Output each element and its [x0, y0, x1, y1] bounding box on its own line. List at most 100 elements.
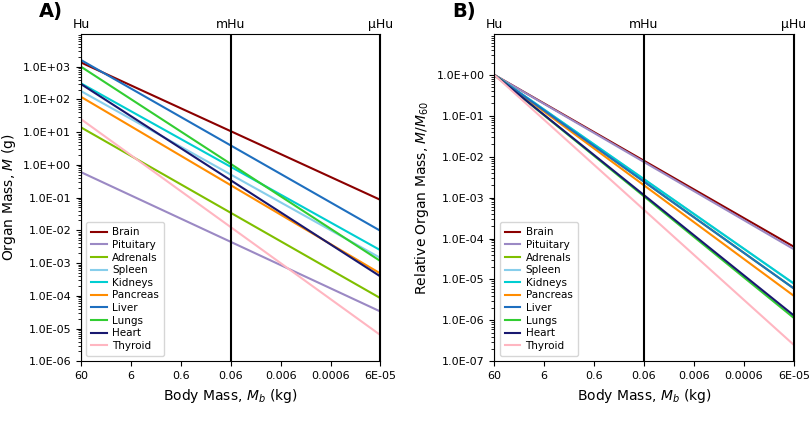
Legend: Brain, Pituitary, Adrenals, Spleen, Kidneys, Pancreas, Liver, Lungs, Heart, Thyr: Brain, Pituitary, Adrenals, Spleen, Kidn…: [86, 222, 164, 356]
Line: Pancreas: Pancreas: [494, 75, 794, 296]
Text: mHu: mHu: [216, 18, 245, 31]
Text: mHu: mHu: [629, 18, 659, 31]
Text: Hu: Hu: [486, 18, 503, 31]
Pituitary: [198, 226, 207, 231]
Brain: [76, 60, 86, 65]
Line: Thyroid: Thyroid: [81, 119, 381, 335]
Kidneys: [489, 72, 499, 77]
Legend: Brain, Pituitary, Adrenals, Spleen, Kidneys, Pancreas, Liver, Lungs, Heart, Thyr: Brain, Pituitary, Adrenals, Spleen, Kidn…: [500, 222, 578, 356]
Line: Adrenals: Adrenals: [81, 128, 381, 298]
Pituitary: [130, 195, 140, 200]
Pituitary: [611, 143, 620, 148]
Kidneys: [544, 110, 553, 115]
Spleen: [130, 119, 140, 124]
Spleen: [611, 157, 620, 162]
Brain: [544, 103, 553, 108]
Kidneys: [376, 248, 386, 253]
Brain: [376, 197, 386, 202]
Heart: [489, 72, 499, 77]
Pituitary: [645, 163, 654, 168]
Thyroid: [376, 333, 386, 338]
Pituitary: [83, 173, 93, 178]
Heart: [627, 183, 637, 188]
Kidneys: [232, 167, 241, 173]
Pancreas: [130, 126, 140, 131]
Adrenals: [376, 296, 386, 301]
Liver: [76, 57, 86, 62]
Pituitary: [233, 243, 243, 248]
Heart: [611, 170, 620, 175]
Spleen: [76, 88, 86, 94]
Heart: [232, 181, 241, 187]
Brain: [214, 123, 224, 128]
Brain: [130, 85, 140, 90]
Pancreas: [789, 293, 799, 298]
Lungs: [83, 69, 93, 74]
Brain: [198, 116, 207, 121]
Liver: [198, 127, 207, 132]
Kidneys: [646, 182, 656, 187]
Y-axis label: Relative Organ Mass, $M/M_{60}$: Relative Organ Mass, $M/M_{60}$: [413, 101, 431, 295]
Brain: [789, 244, 799, 249]
Thyroid: [214, 216, 224, 221]
Pituitary: [376, 309, 386, 314]
Brain: [611, 142, 620, 147]
Lungs: [198, 143, 207, 148]
Lungs: [233, 166, 243, 171]
Liver: [497, 77, 506, 82]
Text: A): A): [39, 2, 63, 21]
Liver: [646, 184, 656, 190]
Adrenals: [489, 72, 499, 77]
Lungs: [232, 165, 241, 170]
Thyroid: [76, 116, 86, 122]
Thyroid: [489, 72, 499, 77]
Heart: [214, 170, 224, 175]
Line: Adrenals: Adrenals: [494, 75, 794, 289]
Pancreas: [232, 186, 241, 191]
Lungs: [789, 315, 799, 320]
Brain: [645, 162, 654, 167]
Kidneys: [198, 148, 207, 153]
Pituitary: [214, 234, 224, 239]
Text: Hu: Hu: [72, 18, 90, 31]
Lungs: [544, 116, 553, 121]
Line: Brain: Brain: [81, 62, 381, 200]
Liver: [233, 147, 243, 152]
Pituitary: [544, 104, 553, 109]
Line: Pituitary: Pituitary: [494, 75, 794, 249]
Spleen: [789, 281, 799, 286]
Text: B): B): [452, 2, 476, 21]
Heart: [497, 78, 506, 83]
Kidneys: [645, 181, 654, 186]
Line: Spleen: Spleen: [81, 91, 381, 258]
Kidneys: [214, 157, 224, 162]
Pancreas: [544, 112, 553, 117]
Thyroid: [198, 204, 207, 209]
Kidneys: [497, 77, 506, 82]
Spleen: [627, 168, 637, 173]
Heart: [646, 198, 656, 204]
Pancreas: [198, 166, 207, 171]
Kidneys: [130, 111, 140, 116]
Thyroid: [232, 229, 241, 234]
Line: Pancreas: Pancreas: [81, 97, 381, 274]
Pancreas: [83, 99, 93, 104]
Adrenals: [233, 215, 243, 220]
Spleen: [83, 93, 93, 98]
Adrenals: [646, 184, 656, 190]
Brain: [627, 151, 637, 156]
Pituitary: [76, 170, 86, 175]
Brain: [233, 132, 243, 137]
Spleen: [233, 176, 243, 181]
Adrenals: [645, 183, 654, 188]
Line: Kidneys: Kidneys: [81, 83, 381, 250]
Line: Lungs: Lungs: [494, 75, 794, 318]
Adrenals: [497, 77, 506, 82]
Thyroid: [646, 214, 656, 219]
Brain: [232, 131, 241, 136]
Lungs: [214, 153, 224, 159]
Pancreas: [233, 187, 243, 192]
Pituitary: [627, 152, 637, 157]
Liver: [544, 111, 553, 116]
Line: Kidneys: Kidneys: [494, 75, 794, 283]
